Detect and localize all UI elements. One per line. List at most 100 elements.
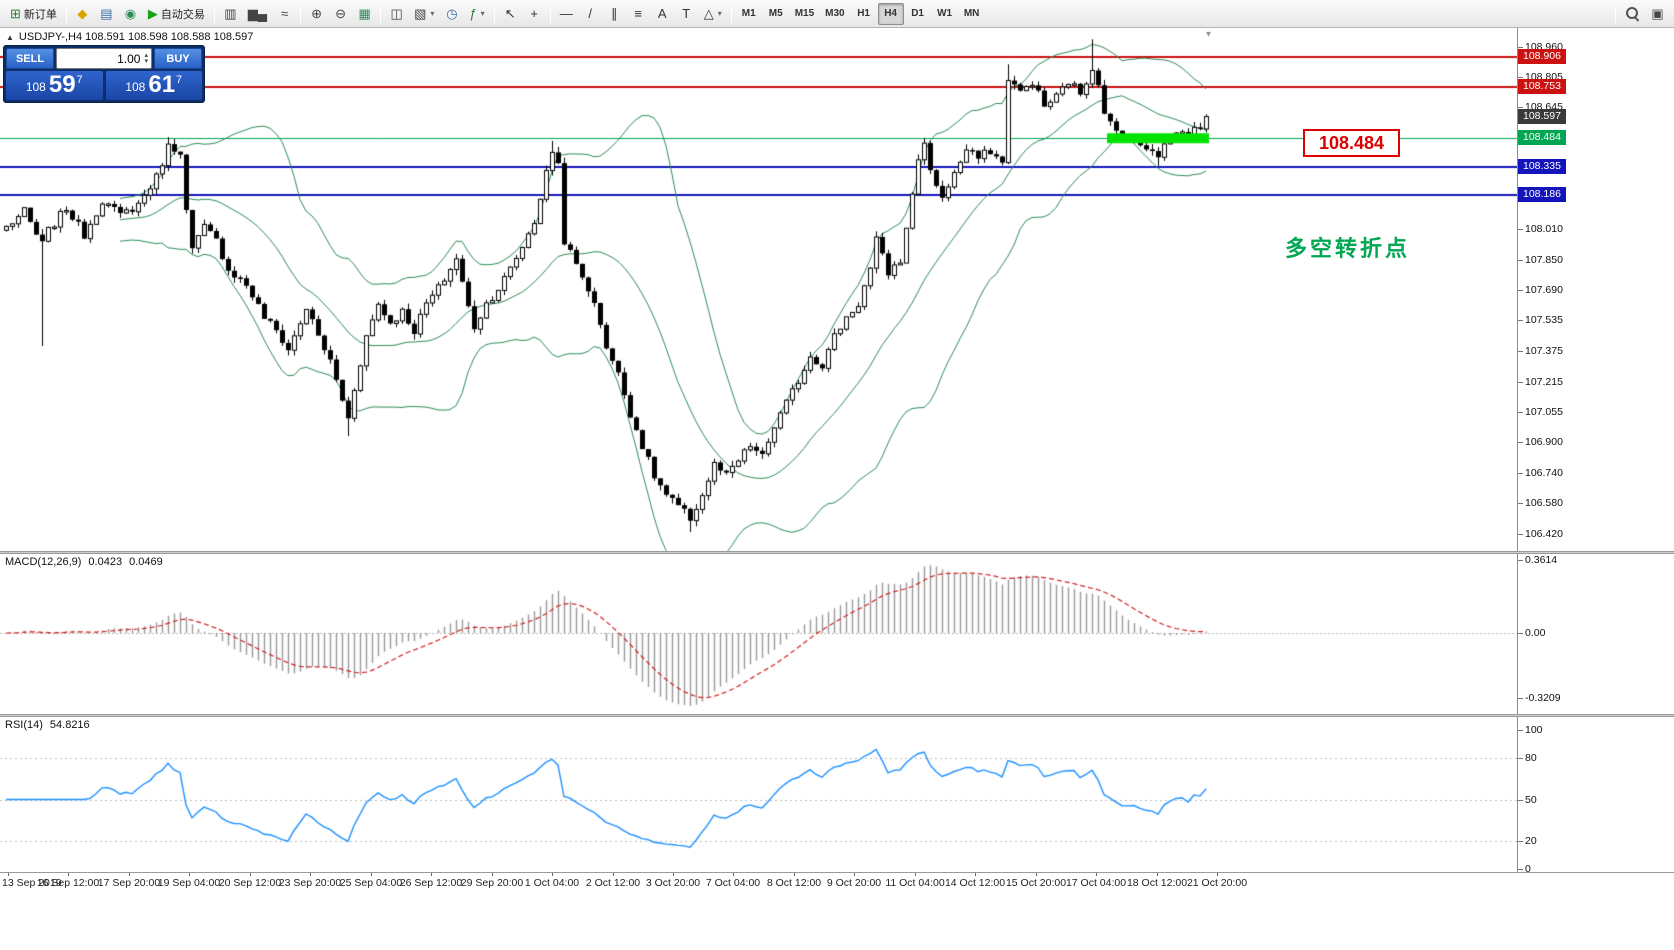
chart-shift-marker[interactable]: ▾ — [1206, 29, 1212, 40]
line-chart-button[interactable]: ≈ — [273, 3, 296, 25]
text-button[interactable]: A — [651, 3, 674, 25]
timeframe-h1-button[interactable]: H1 — [851, 3, 877, 25]
timeframe-mn-button[interactable]: MN — [959, 3, 985, 25]
time-tick-mark — [1217, 873, 1218, 876]
crosshair-icon: + — [530, 6, 538, 21]
axis-tick-mark — [1518, 290, 1523, 291]
toolbar-separator — [493, 4, 495, 23]
toolbar: ⊞ 新订单 ◆ ▤ ◉ ▶ 自动交易 ▥ ▆▄ ≈ ⊕ ⊖ ▦ ◫ ▧ ▾ ◷ ƒ ▾ ↖ + — / ∥ ≡ A T △ ▾ M1 M5 M… — [0, 0, 1674, 28]
buy-price-prefix: 108 — [125, 80, 146, 94]
candlestick-chart[interactable] — [0, 28, 1517, 551]
horizontal-line-button[interactable]: — — [555, 3, 578, 25]
price-axis[interactable]: 108.960 108.805 108.645 108.010 107.850 107.6… — [1517, 28, 1674, 892]
volume-down-icon[interactable]: ▾ — [144, 57, 148, 65]
candlestick-chart-icon: ▆▄ — [247, 6, 268, 21]
axis-tick-mark — [1518, 633, 1523, 634]
time-axis[interactable]: 13 Sep 2019 16 Sep 12:00 17 Sep 20:00 19 Se… — [0, 872, 1674, 892]
profiles-button[interactable]: ◷ — [440, 3, 463, 25]
price-badge-108.597: 108.597 — [1518, 109, 1566, 124]
buy-price[interactable]: 108 61 7 — [105, 71, 202, 100]
rsi-chart[interactable] — [0, 717, 1517, 872]
timeframe-m30-button[interactable]: M30 — [820, 3, 849, 25]
windows-list-button[interactable]: ▣ — [1646, 3, 1669, 25]
zoom-in-button[interactable]: ⊕ — [305, 3, 328, 25]
indicators-button[interactable]: ƒ ▾ — [464, 3, 489, 25]
time-axis-label: 29 Sep 20:00 — [460, 877, 524, 889]
panel-separator[interactable] — [0, 714, 1674, 717]
new-order-icon: ⊞ — [10, 6, 21, 21]
time-axis-label: 13 Sep 2019 — [2, 877, 62, 889]
time-axis-label: 21 Oct 20:00 — [1186, 877, 1248, 889]
timeframe-h4-button[interactable]: H4 — [877, 2, 904, 25]
price-axis-tick: 107.535 — [1525, 314, 1563, 326]
label-button[interactable]: T — [675, 3, 698, 25]
timeframe-m5-button[interactable]: M5 — [763, 3, 789, 25]
zoom-out-button[interactable]: ⊖ — [329, 3, 352, 25]
time-tick-mark — [8, 873, 9, 876]
zoom-in-icon: ⊕ — [311, 6, 323, 21]
time-axis-label: 14 Oct 12:00 — [944, 877, 1006, 889]
rsi-axis-label: 50 — [1525, 794, 1537, 806]
axis-tick-mark — [1518, 758, 1523, 759]
macd-axis-label: 0.3614 — [1525, 554, 1558, 566]
volume-up-icon[interactable]: ▴ — [144, 51, 148, 59]
cursor-button[interactable]: ↖ — [499, 3, 522, 25]
panel-separator[interactable] — [0, 551, 1674, 554]
crosshair-button[interactable]: + — [523, 3, 546, 25]
volume-input[interactable]: 1.00 ▴ ▾ — [56, 48, 152, 69]
search-button[interactable] — [1620, 3, 1645, 25]
buy-button[interactable]: BUY — [154, 48, 202, 69]
timeframe-m1-button[interactable]: M1 — [736, 3, 762, 25]
axis-tick-mark — [1518, 412, 1523, 413]
metaeditor-button[interactable]: ◆ — [71, 3, 94, 25]
quote-line: ▲ USDJPY-,H4 108.591 108.598 108.588 108… — [6, 31, 253, 43]
macd-axis-label: -0.3209 — [1525, 692, 1561, 704]
candlestick-chart-button[interactable]: ▆▄ — [243, 3, 272, 25]
macd-value-signal: 0.0469 — [129, 556, 163, 568]
timeframe-w1-button[interactable]: W1 — [932, 3, 958, 25]
autotrade-button[interactable]: ▶ 自动交易 — [143, 3, 210, 25]
macd-chart[interactable] — [0, 554, 1517, 714]
axis-tick-mark — [1518, 534, 1523, 535]
fibonacci-button[interactable]: ≡ — [627, 3, 650, 25]
timeframe-m15-button[interactable]: M15 — [790, 3, 819, 25]
axis-tick-mark — [1518, 473, 1523, 474]
shapes-button[interactable]: △ ▾ — [699, 3, 727, 25]
trendline-button[interactable]: / — [579, 3, 602, 25]
time-tick-mark — [250, 873, 251, 876]
sell-price[interactable]: 108 59 7 — [6, 71, 103, 100]
axis-tick-mark — [1518, 382, 1523, 383]
time-tick-mark — [733, 873, 734, 876]
time-tick-mark — [854, 873, 855, 876]
timeframe-d1-button[interactable]: D1 — [905, 3, 931, 25]
new-order-button[interactable]: ⊞ 新订单 — [5, 3, 62, 25]
tile-windows-button[interactable]: ◫ — [385, 3, 408, 25]
axis-tick-mark — [1518, 841, 1523, 842]
rsi-name: RSI(14) — [5, 719, 43, 731]
new-chart-button[interactable]: ▧ ▾ — [409, 3, 439, 25]
time-axis-label: 23 Sep 20:00 — [278, 877, 342, 889]
time-axis-label: 7 Oct 04:00 — [705, 877, 761, 889]
price-axis-tick: 107.055 — [1525, 406, 1563, 418]
axis-tick-mark — [1518, 107, 1523, 108]
bar-chart-button[interactable]: ▥ — [219, 3, 242, 25]
axis-tick-mark — [1518, 320, 1523, 321]
time-tick-mark — [915, 873, 916, 876]
volume-spinner[interactable]: ▴ ▾ — [144, 51, 148, 65]
sell-button[interactable]: SELL — [6, 48, 54, 69]
strategy-tester-button[interactable]: ◉ — [119, 3, 142, 25]
axis-tick-mark — [1518, 47, 1523, 48]
axis-tick-mark — [1518, 869, 1523, 870]
axis-tick-mark — [1518, 800, 1523, 801]
one-click-trading-panel: SELL 1.00 ▴ ▾ BUY 108 59 7 108 61 7 — [3, 45, 205, 103]
channel-button[interactable]: ∥ — [603, 3, 626, 25]
price-axis-tick: 107.215 — [1525, 376, 1563, 388]
collapse-panel-arrow-icon[interactable]: ▲ — [6, 32, 14, 42]
price-callout[interactable]: 108.484 — [1303, 129, 1400, 157]
market-depth-button[interactable]: ▤ — [95, 3, 118, 25]
grid-button[interactable]: ▦ — [353, 3, 376, 25]
toolbar-separator — [1615, 4, 1616, 23]
toolbar-separator — [300, 4, 302, 23]
time-axis-label: 18 Oct 12:00 — [1126, 877, 1188, 889]
axis-tick-mark — [1518, 77, 1523, 78]
